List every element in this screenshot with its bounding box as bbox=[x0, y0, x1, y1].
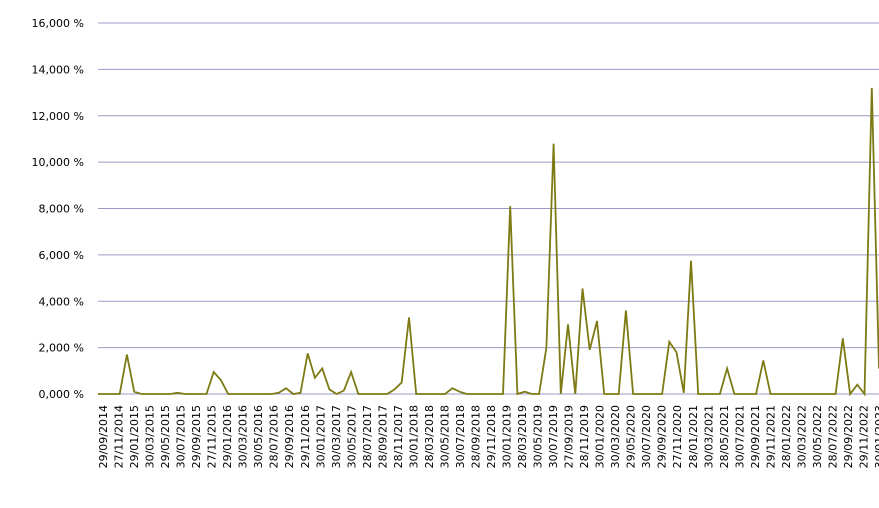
series-line bbox=[98, 87, 879, 397]
x-tick-label: 30/07/2015 bbox=[175, 405, 188, 468]
x-tick-label: 28/11/2019 bbox=[578, 405, 591, 468]
x-tick-label: 27/09/2019 bbox=[563, 405, 576, 468]
x-tick-label: 30/03/2015 bbox=[144, 405, 157, 468]
y-tick-label: 8,000 % bbox=[39, 203, 84, 216]
x-tick-label: 29/09/2021 bbox=[749, 405, 762, 468]
x-tick-label: 30/05/2019 bbox=[532, 405, 545, 468]
x-tick-label: 28/11/2017 bbox=[392, 405, 405, 468]
x-tick-label: 29/11/2018 bbox=[485, 405, 498, 468]
x-tick-label: 30/05/2018 bbox=[438, 405, 451, 468]
x-tick-label: 30/07/2020 bbox=[640, 405, 653, 468]
x-tick-label: 28/03/2019 bbox=[516, 405, 529, 468]
x-tick-label: 30/03/2021 bbox=[702, 405, 715, 468]
x-tick-label: 30/07/2018 bbox=[454, 405, 467, 468]
x-tick-label: 28/09/2017 bbox=[376, 405, 389, 468]
x-tick-label: 29/05/2020 bbox=[625, 405, 638, 468]
x-tick-label: 30/03/2016 bbox=[237, 405, 250, 468]
x-tick-label: 30/01/2018 bbox=[407, 405, 420, 468]
y-tick-label: 0,000 % bbox=[39, 388, 84, 401]
x-tick-label: 28/01/2022 bbox=[780, 405, 793, 468]
x-tick-label: 29/09/2022 bbox=[842, 405, 855, 468]
x-tick-label: 27/11/2014 bbox=[113, 405, 126, 468]
x-tick-label: 29/01/2015 bbox=[128, 405, 141, 468]
gridlines bbox=[98, 22, 879, 395]
x-tick-label: 29/01/2016 bbox=[221, 405, 234, 468]
y-tick-label: 10,000 % bbox=[32, 156, 84, 169]
x-tick-label: 30/01/2020 bbox=[594, 405, 607, 468]
x-tick-label: 29/09/2020 bbox=[656, 405, 669, 468]
x-tick-label: 28/05/2021 bbox=[718, 405, 731, 468]
x-tick-label: 30/01/2019 bbox=[501, 405, 514, 468]
y-tick-label: 12,000 % bbox=[32, 110, 84, 123]
x-axis-tick-labels: 29/09/2014 27/11/2014 29/01/2015 30/03/2015… bbox=[97, 405, 879, 468]
x-tick-label: 30/03/2022 bbox=[795, 405, 808, 468]
y-tick-label: 6,000 % bbox=[39, 249, 84, 262]
y-tick-label: 16,000 % bbox=[32, 17, 84, 30]
x-tick-label: 30/01/2017 bbox=[314, 405, 327, 468]
x-tick-label: 29/11/2022 bbox=[858, 405, 871, 468]
x-tick-label: 30/01/2023 bbox=[873, 405, 879, 468]
x-tick-label: 27/11/2020 bbox=[671, 405, 684, 468]
x-tick-label: 30/07/2019 bbox=[547, 405, 560, 468]
x-tick-label: 30/03/2020 bbox=[609, 405, 622, 468]
x-tick-label: 29/11/2016 bbox=[299, 405, 312, 468]
y-tick-label: 2,000 % bbox=[39, 342, 84, 355]
x-tick-label: 28/07/2017 bbox=[361, 405, 374, 468]
x-tick-label: 30/05/2016 bbox=[252, 405, 265, 468]
x-tick-label: 30/07/2021 bbox=[733, 405, 746, 468]
y-tick-label: 4,000 % bbox=[39, 295, 84, 308]
x-tick-label: 28/07/2016 bbox=[268, 405, 281, 468]
x-tick-label: 28/01/2021 bbox=[687, 405, 700, 468]
x-tick-label: 28/07/2022 bbox=[826, 405, 839, 468]
series-layer bbox=[98, 87, 879, 397]
x-tick-label: 30/03/2017 bbox=[330, 405, 343, 468]
x-tick-label: 29/09/2014 bbox=[97, 405, 110, 468]
x-tick-label: 30/05/2022 bbox=[811, 405, 824, 468]
x-tick-label: 28/09/2018 bbox=[470, 405, 483, 468]
x-tick-label: 29/09/2016 bbox=[283, 405, 296, 468]
x-tick-label: 28/03/2018 bbox=[423, 405, 436, 468]
y-axis-tick-labels: 0,000 % 2,000 % 4,000 % 6,000 % 8,000 % 10,00… bbox=[32, 17, 84, 401]
x-tick-label: 27/11/2015 bbox=[206, 405, 219, 468]
x-tick-label: 30/05/2017 bbox=[345, 405, 358, 468]
x-tick-label: 29/05/2015 bbox=[159, 405, 172, 468]
x-tick-label: 29/11/2021 bbox=[764, 405, 777, 468]
x-tick-label: 29/09/2015 bbox=[190, 405, 203, 468]
y-tick-label: 14,000 % bbox=[32, 63, 84, 76]
